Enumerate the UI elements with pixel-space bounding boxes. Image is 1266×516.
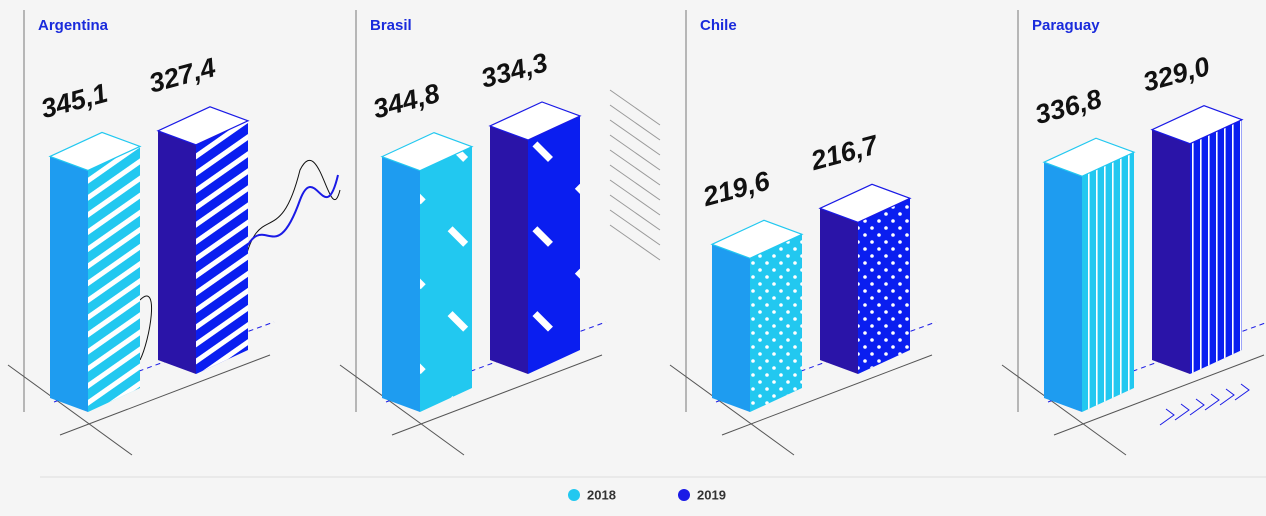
ground-line: [1001, 364, 1127, 456]
panel-title: Argentina: [38, 17, 109, 34]
ground-line: [721, 354, 933, 436]
bar-top: [818, 183, 912, 223]
ground-line: [59, 354, 271, 436]
bar: [1152, 129, 1190, 374]
bar-pattern: [1082, 152, 1134, 413]
bar-pattern: [88, 146, 140, 412]
decor: [23, 10, 1266, 478]
panel-title: Chile: [700, 17, 737, 34]
bar-top: [488, 101, 582, 141]
bar-top: [48, 131, 142, 172]
bar-pattern: [528, 115, 580, 375]
legend-swatch: [678, 489, 690, 501]
bar-pattern: [1190, 119, 1242, 374]
bar-pattern: [196, 120, 248, 374]
bar-top: [1150, 105, 1244, 145]
bar: [382, 156, 420, 412]
legend-label: 2019: [697, 487, 726, 502]
legend-label: 2018: [587, 487, 616, 502]
legend-swatch: [568, 489, 580, 501]
panel-title: Brasil: [370, 17, 412, 34]
bar-pattern: [420, 146, 472, 412]
bar: [1044, 162, 1082, 412]
ground-line: [669, 364, 795, 456]
bar-top: [1042, 137, 1136, 177]
bar: [712, 244, 750, 412]
ground-line: [7, 364, 133, 456]
bar-top: [380, 131, 474, 172]
ground-line: [1053, 354, 1265, 436]
panel-title: Paraguay: [1032, 17, 1100, 34]
bar: [490, 125, 528, 375]
ground-line: [391, 354, 603, 436]
bar-pattern: [858, 198, 910, 374]
ground-line: [339, 364, 465, 456]
bar-top: [710, 219, 804, 259]
bar: [820, 208, 858, 374]
bar: [158, 130, 196, 374]
bar-pattern: [750, 234, 802, 412]
bar: [50, 156, 88, 412]
bar-top: [156, 106, 250, 146]
